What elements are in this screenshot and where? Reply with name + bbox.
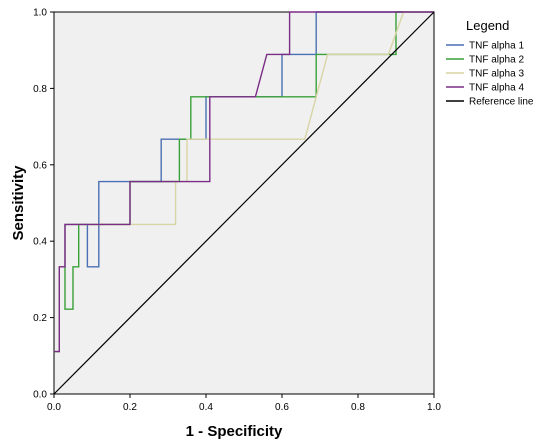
y-tick-label: 0.6 xyxy=(33,160,47,171)
y-tick-label: 0.8 xyxy=(33,84,47,95)
x-axis: 0.0 0.2 0.4 0.6 0.8 1.0 xyxy=(47,394,441,413)
x-axis-title: 1 - Specificity xyxy=(186,423,283,440)
x-tick-label: 0.2 xyxy=(123,402,137,413)
x-tick-label: 0.8 xyxy=(351,402,365,413)
legend-title: Legend xyxy=(466,18,509,33)
y-tick-label: 0.4 xyxy=(33,237,47,248)
y-tick-label: 0.2 xyxy=(33,313,47,324)
y-tick-label: 1.0 xyxy=(33,8,47,19)
legend-label-reference-line: Reference line xyxy=(469,97,534,108)
series-layer xyxy=(53,11,435,395)
series-line-tnf-alpha-4 xyxy=(54,11,434,353)
legend-label-tnf-alpha-2: TNF alpha 2 xyxy=(469,55,524,66)
x-tick-label: 0.6 xyxy=(275,402,289,413)
y-tick-label: 0.0 xyxy=(33,390,47,401)
legend-label-tnf-alpha-3: TNF alpha 3 xyxy=(469,69,524,80)
legend: Legend TNF alpha 1 TNF alpha 2 TNF alpha 3… xyxy=(446,18,534,108)
legend-label-tnf-alpha-1: TNF alpha 1 xyxy=(469,41,524,52)
y-axis-title: Sensitivity xyxy=(10,165,27,241)
x-tick-label: 0.4 xyxy=(199,402,213,413)
series-line-reference-line xyxy=(53,11,435,395)
y-axis: 0.0 0.2 0.4 0.6 0.8 1.0 xyxy=(33,8,54,401)
x-tick-label: 0.0 xyxy=(47,402,61,413)
legend-label-tnf-alpha-4: TNF alpha 4 xyxy=(469,83,524,94)
x-tick-label: 1.0 xyxy=(427,402,441,413)
